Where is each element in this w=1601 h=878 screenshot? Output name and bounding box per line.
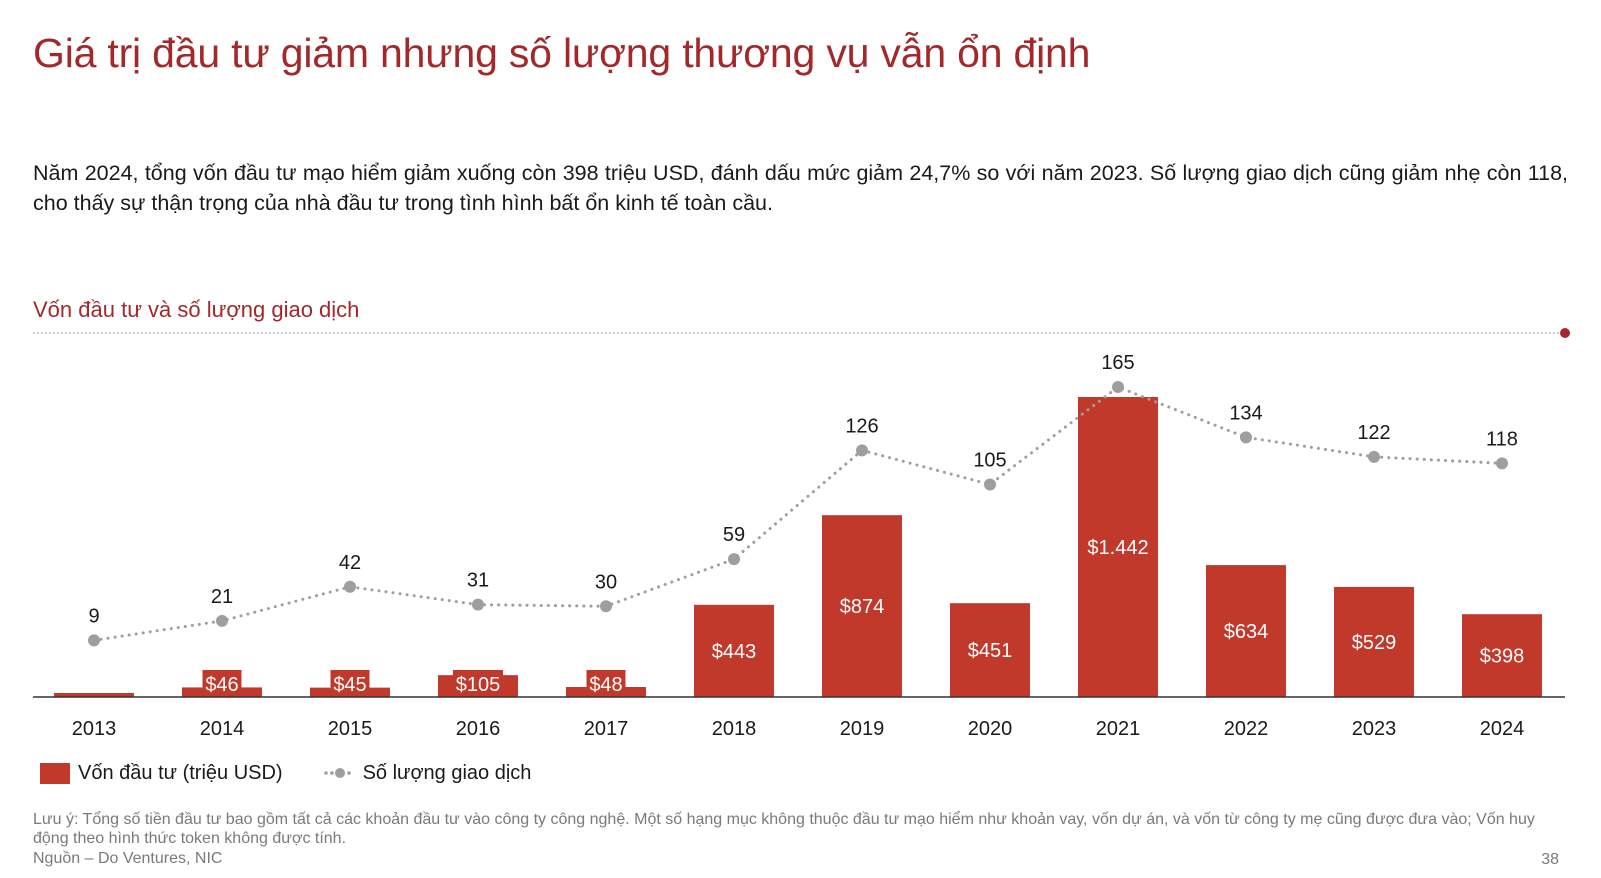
combo-chart: $46 $45 $105 $48 $443 $874 $451 $1.442 $634 $529 $… bbox=[33, 328, 1570, 740]
x-tick-2013: 2013 bbox=[72, 718, 117, 740]
page-number: 38 bbox=[1541, 851, 1559, 868]
deal-count-label-2023: 122 bbox=[1357, 422, 1390, 444]
bar-value-label-2024: $398 bbox=[1480, 646, 1525, 668]
deal-point-2017 bbox=[600, 600, 612, 613]
line-layer: 9 21 42 31 30 59 126 105 165 134 122 118 bbox=[88, 352, 1518, 647]
deal-point-2021 bbox=[1112, 381, 1124, 393]
x-tick-labels: 2013 2014 2015 2016 2017 2018 2019 2020 2021 2022… bbox=[72, 718, 1525, 740]
deal-count-label-2024: 118 bbox=[1486, 428, 1518, 450]
x-tick-2018: 2018 bbox=[712, 718, 757, 740]
bar-2021 bbox=[1078, 397, 1158, 697]
bars-layer: $46 $45 $105 $48 $443 $874 $451 $1.442 $634 $529 $… bbox=[54, 397, 1542, 697]
deal-count-line bbox=[92, 385, 1504, 642]
bar-value-label-2014: $46 bbox=[205, 674, 238, 696]
deal-point-2019 bbox=[856, 444, 868, 457]
footnote: Lưu ý: Tổng số tiền đầu tư bao gồm tất c… bbox=[33, 811, 1535, 847]
bar-value-label-2017: $48 bbox=[589, 674, 622, 696]
x-tick-2022: 2022 bbox=[1224, 718, 1269, 740]
deal-count-label-2018: 59 bbox=[723, 524, 745, 546]
x-tick-2023: 2023 bbox=[1352, 718, 1397, 740]
bar-value-label-2021: $1.442 bbox=[1087, 537, 1148, 559]
bar-2020 bbox=[950, 603, 1030, 697]
bar-value-label-2019: $874 bbox=[840, 596, 885, 618]
x-tick-2020: 2020 bbox=[968, 718, 1013, 740]
x-tick-2015: 2015 bbox=[328, 718, 373, 740]
bar-2013 bbox=[54, 693, 134, 697]
bar-value-label-2015: $45 bbox=[333, 674, 366, 696]
bar-2023 bbox=[1334, 586, 1414, 697]
bar-2018 bbox=[694, 604, 774, 697]
deal-count-label-2014: 21 bbox=[211, 586, 233, 608]
deal-count-label-2013: 9 bbox=[88, 605, 99, 627]
x-tick-2019: 2019 bbox=[840, 718, 885, 740]
deal-point-2013 bbox=[88, 634, 100, 647]
bar-label-bg-2017 bbox=[586, 670, 626, 697]
deal-count-label-2015: 42 bbox=[339, 552, 361, 574]
bar-2022 bbox=[1206, 565, 1286, 697]
x-tick-2014: 2014 bbox=[200, 718, 245, 740]
bar-2019 bbox=[822, 515, 902, 697]
source-note: Nguồn – Do Ventures, NIC bbox=[33, 850, 223, 867]
deal-count-label-2017: 30 bbox=[595, 571, 617, 593]
deal-point-2015 bbox=[344, 580, 356, 593]
chart-title: Vốn đầu tư và số lượng giao dịch bbox=[33, 297, 360, 322]
page-title: Giá trị đầu tư giảm nhưng số lượng thươn… bbox=[33, 30, 1091, 76]
x-tick-2016: 2016 bbox=[456, 718, 501, 740]
bar-value-label-2018: $443 bbox=[712, 641, 757, 663]
deal-point-2018 bbox=[728, 553, 740, 566]
divider-end-dot bbox=[1560, 328, 1570, 338]
intro-paragraph: Năm 2024, tổng vốn đầu tư mạo hiểm giảm … bbox=[33, 161, 1568, 215]
bar-value-label-2016: $105 bbox=[456, 674, 501, 696]
x-tick-2024: 2024 bbox=[1480, 718, 1525, 740]
bar-label-bg-2014 bbox=[202, 670, 242, 697]
legend-label-bar: Vốn đầu tư (triệu USD) bbox=[78, 761, 283, 784]
deal-count-label-2022: 134 bbox=[1229, 402, 1262, 424]
deal-count-label-2021: 165 bbox=[1101, 352, 1134, 374]
deal-count-label-2020: 105 bbox=[973, 449, 1006, 471]
deal-count-label-2019: 126 bbox=[845, 415, 878, 437]
deal-count-label-2016: 31 bbox=[467, 570, 489, 592]
x-tick-2021: 2021 bbox=[1096, 718, 1141, 740]
bar-value-label-2020: $451 bbox=[968, 640, 1013, 662]
bar-value-label-2022: $634 bbox=[1224, 621, 1269, 643]
bar-2024 bbox=[1462, 614, 1542, 697]
deal-point-2023 bbox=[1368, 450, 1380, 463]
legend-bar-swatch bbox=[40, 762, 70, 784]
x-tick-2017: 2017 bbox=[584, 718, 629, 740]
deal-point-2014 bbox=[216, 614, 228, 627]
bar-label-bg-2016 bbox=[453, 670, 503, 697]
chart-legend: Vốn đầu tư (triệu USD) Số lượng giao dịc… bbox=[40, 759, 531, 787]
deal-point-2020 bbox=[984, 478, 996, 491]
deal-point-2016 bbox=[472, 598, 484, 611]
deal-point-2022 bbox=[1240, 431, 1252, 444]
legend-label-line: Số lượng giao dịch bbox=[362, 761, 532, 784]
deal-point-2024 bbox=[1496, 457, 1508, 470]
bar-value-label-2023: $529 bbox=[1352, 632, 1397, 654]
legend-line-swatch bbox=[323, 768, 351, 778]
bar-label-bg-2015 bbox=[330, 670, 370, 697]
